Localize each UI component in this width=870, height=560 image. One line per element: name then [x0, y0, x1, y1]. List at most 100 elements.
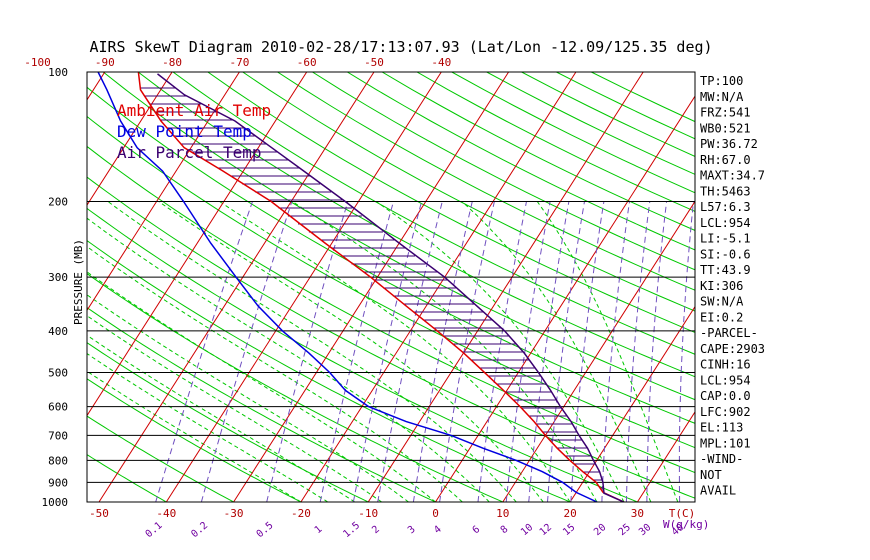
pressure-tick-label: 200 — [48, 195, 68, 208]
index-entry: CAP:0.0 — [700, 389, 751, 403]
mixing-ratio-line — [200, 201, 293, 502]
dry-adiabat — [137, 72, 695, 378]
index-entry: EL:113 — [700, 421, 743, 435]
mixing-ratio-tick-label: 12 — [538, 522, 554, 538]
mixing-ratio-tick-label: 4 — [432, 524, 444, 536]
mixing-ratio-line — [266, 201, 349, 502]
top-temp-tick-label: -40 — [431, 56, 451, 69]
plot-frame — [86, 71, 696, 503]
mixing-ratio-line — [155, 201, 253, 502]
legend-entry: Air Parcel Temp — [117, 143, 262, 162]
isotherm — [87, 72, 173, 206]
index-entry: MPL:101 — [700, 436, 751, 450]
mixing-ratio-line — [625, 201, 651, 502]
index-entry: EI:0.2 — [700, 310, 743, 324]
isotherm — [300, 72, 577, 502]
index-entry: -PARCEL- — [700, 326, 758, 340]
mixing-ratio-tick-label: 20 — [592, 522, 608, 538]
pressure-tick-label: 300 — [48, 271, 68, 284]
index-entry: LCL:954 — [700, 216, 751, 230]
mixing-ratio-tick-label: 3 — [406, 524, 418, 536]
dry-adiabat — [87, 239, 571, 502]
moist-adiabat — [87, 294, 409, 502]
index-entry: CAPE:2903 — [700, 342, 765, 356]
isotherm — [636, 411, 695, 502]
index-entry: MW:N/A — [700, 90, 744, 104]
dry-adiabat — [87, 454, 167, 502]
index-entry: PW:36.72 — [700, 137, 758, 151]
index-entry: L57:6.3 — [700, 200, 751, 214]
mixing-ratio-tick-label: 0.1 — [144, 520, 165, 540]
dry-adiabat — [416, 72, 695, 212]
pressure-tick-label: 900 — [48, 476, 68, 489]
dry-adiabat — [87, 86, 695, 424]
bottom-temp-tick-label: 10 — [496, 507, 509, 520]
index-entry: WB0:521 — [700, 121, 751, 135]
moist-adiabat — [461, 201, 652, 502]
legend-entry: Dew Point Temp — [117, 122, 252, 141]
dry-adiabat — [87, 415, 234, 502]
index-entry: CINH:16 — [700, 358, 751, 372]
top-temp-tick-label: -60 — [297, 56, 317, 69]
index-entry: TP:100 — [700, 74, 743, 88]
index-entry: RH:67.0 — [700, 153, 751, 167]
index-entry: KI:306 — [700, 279, 743, 293]
isotherm — [435, 95, 695, 502]
series-line-3 — [157, 73, 625, 502]
moist-adiabat — [536, 201, 679, 502]
mixing-ratio-line — [319, 201, 394, 502]
isotherm — [98, 72, 375, 502]
pressure-tick-label: 400 — [48, 325, 68, 338]
index-entry: LCL:954 — [700, 373, 751, 387]
dry-adiabat — [451, 72, 695, 194]
dry-adiabat — [102, 72, 695, 401]
mixing-ratio-tick-label: 8 — [499, 524, 511, 536]
mixing-ratio-tick-label: 0.5 — [255, 520, 276, 540]
index-entry: SW:N/A — [700, 295, 744, 309]
isotherm — [0, 72, 38, 502]
series-lines — [97, 72, 625, 502]
mixing-ratio-tick-label: 1 — [313, 524, 325, 536]
dry-adiabat — [312, 72, 695, 271]
cape-hatching — [140, 87, 604, 489]
dry-adiabat — [207, 72, 695, 333]
pressure-tick-label: 700 — [48, 429, 68, 442]
mixing-ratio-line — [601, 201, 630, 502]
dry-adiabat — [87, 115, 695, 449]
top-temp-tick-label: -50 — [364, 56, 384, 69]
index-entry: -WIND- — [700, 452, 743, 466]
mixing-ratio-line — [352, 201, 423, 502]
index-entry: FRZ:541 — [700, 106, 751, 120]
index-entry: LI:-5.1 — [700, 232, 751, 246]
top-temp-tick-label: -70 — [229, 56, 249, 69]
index-entry: TT:43.9 — [700, 263, 751, 277]
pressure-tick-label: 1000 — [42, 496, 69, 509]
mixing-ratio-unit-label: W(g/kg) — [663, 518, 709, 531]
mixing-ratio-tick-label: 15 — [561, 522, 577, 538]
bottom-temp-tick-label: 30 — [631, 507, 644, 520]
legend: Ambient Air Temp Dew Point Temp Air Parcel… — [117, 101, 271, 162]
legend-entry: Ambient Air Temp — [117, 101, 271, 120]
isotherm — [569, 305, 695, 502]
index-entry: MAXT:34.7 — [700, 169, 765, 183]
dry-adiabat — [87, 378, 302, 502]
bottom-temp-tick-label: 20 — [563, 507, 576, 520]
dry-adiabat — [277, 72, 695, 291]
mixing-ratio-tick-label: 1.5 — [341, 520, 362, 540]
index-entry: LFC:902 — [700, 405, 751, 419]
moist-adiabat — [87, 246, 463, 502]
chart-title: AIRS SkewT Diagram 2010-02-28/17:13:07.9… — [89, 38, 712, 56]
mixing-ratio-tick-label: 25 — [617, 522, 633, 538]
pressure-tick-label: 100 — [48, 66, 68, 79]
mixing-ratio-tick-label: 2 — [370, 524, 382, 536]
dry-adiabat — [87, 207, 638, 502]
grid-lines — [0, 72, 695, 502]
bottom-temp-tick-label: 0 — [432, 507, 439, 520]
mixing-ratio-tick-label: 30 — [637, 522, 653, 538]
y-axis-label: PRESSURE (MB) — [72, 239, 85, 325]
bottom-temp-tick-label: -50 — [89, 507, 109, 520]
mixing-ratio-tick-label: 0.2 — [189, 520, 210, 540]
top-temp-tick-label: -80 — [162, 56, 182, 69]
